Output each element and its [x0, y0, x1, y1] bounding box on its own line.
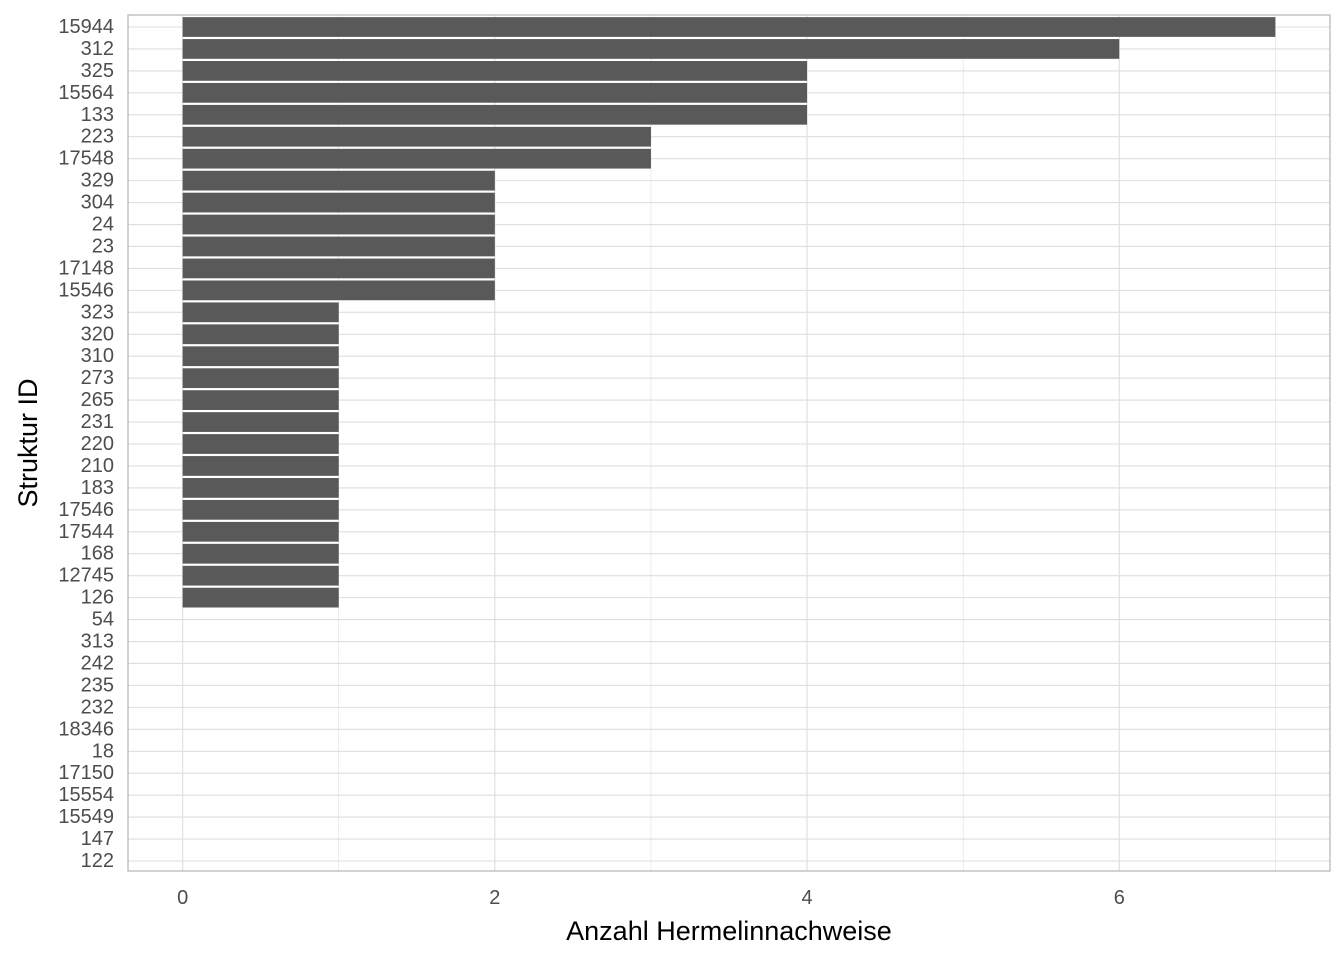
bar [182, 214, 495, 235]
bar [182, 192, 495, 213]
bar [182, 456, 339, 476]
y-tick-label: 17546 [58, 499, 114, 521]
y-tick-label: 23 [92, 235, 114, 257]
bar [182, 412, 339, 432]
bar [182, 565, 339, 586]
y-axis-tick-labels: 1594431232515564133223175483293042423171… [58, 16, 114, 872]
y-tick-label: 18 [92, 740, 114, 762]
y-tick-label: 265 [81, 389, 114, 411]
y-tick-label: 210 [81, 455, 114, 477]
bar [182, 17, 1276, 37]
y-tick-label: 220 [81, 433, 114, 455]
bar [182, 258, 495, 279]
y-tick-label: 232 [81, 696, 114, 718]
bar [182, 104, 808, 125]
y-tick-label: 231 [81, 411, 114, 433]
y-axis-title: Struktur ID [13, 378, 43, 507]
y-tick-label: 273 [81, 367, 114, 389]
y-tick-label: 12745 [58, 565, 114, 587]
bar [182, 587, 339, 608]
bar [182, 499, 339, 520]
x-tick-label: 2 [489, 887, 500, 909]
bar [182, 61, 808, 81]
y-tick-label: 17148 [58, 257, 114, 279]
y-tick-label: 147 [81, 828, 114, 850]
y-tick-label: 17150 [58, 762, 114, 784]
panel-border [127, 14, 1331, 872]
y-tick-label: 15546 [58, 279, 114, 301]
y-tick-label: 312 [81, 38, 114, 60]
bar [182, 236, 495, 257]
y-tick-label: 15554 [58, 784, 114, 806]
y-tick-label: 304 [81, 192, 114, 214]
y-tick-label: 15549 [58, 806, 114, 828]
y-tick-label: 17544 [58, 521, 114, 543]
y-tick-label: 133 [81, 104, 114, 126]
y-tick-label: 24 [92, 214, 114, 236]
y-tick-label: 168 [81, 543, 114, 565]
x-tick-label: 0 [177, 887, 188, 909]
bar [182, 434, 339, 454]
y-tick-label: 320 [81, 323, 114, 345]
y-tick-label: 122 [81, 850, 114, 872]
bar [182, 148, 651, 169]
bar [182, 346, 339, 367]
x-tick-label: 4 [801, 887, 812, 909]
bar-layer [182, 17, 1276, 608]
y-tick-label: 17548 [58, 148, 114, 170]
y-tick-label: 313 [81, 631, 114, 653]
y-tick-label: 323 [81, 301, 114, 323]
y-tick-label: 329 [81, 170, 114, 192]
y-tick-label: 18346 [58, 718, 114, 740]
y-tick-label: 54 [92, 609, 114, 631]
y-tick-label: 325 [81, 60, 114, 82]
y-tick-label: 223 [81, 126, 114, 148]
x-axis-tick-labels: 0 2 4 6 [177, 887, 1125, 909]
bar [182, 280, 495, 301]
bar [182, 543, 339, 564]
bar [182, 478, 339, 498]
y-tick-label: 126 [81, 587, 114, 609]
y-tick-label: 183 [81, 477, 114, 499]
y-tick-label: 310 [81, 345, 114, 367]
bar [182, 126, 651, 147]
bar [182, 324, 339, 345]
bar [182, 521, 339, 542]
y-tick-label: 15944 [58, 16, 114, 38]
y-tick-label: 15564 [58, 82, 114, 104]
bar [182, 368, 339, 389]
bar [182, 170, 495, 191]
x-axis-title: Anzahl Hermelinnachweise [566, 916, 892, 946]
bar [182, 39, 1120, 59]
bar [182, 390, 339, 410]
x-tick-label: 6 [1114, 887, 1125, 909]
y-tick-label: 235 [81, 674, 114, 696]
bar [182, 302, 339, 323]
y-tick-label: 242 [81, 652, 114, 674]
bar [182, 82, 808, 103]
